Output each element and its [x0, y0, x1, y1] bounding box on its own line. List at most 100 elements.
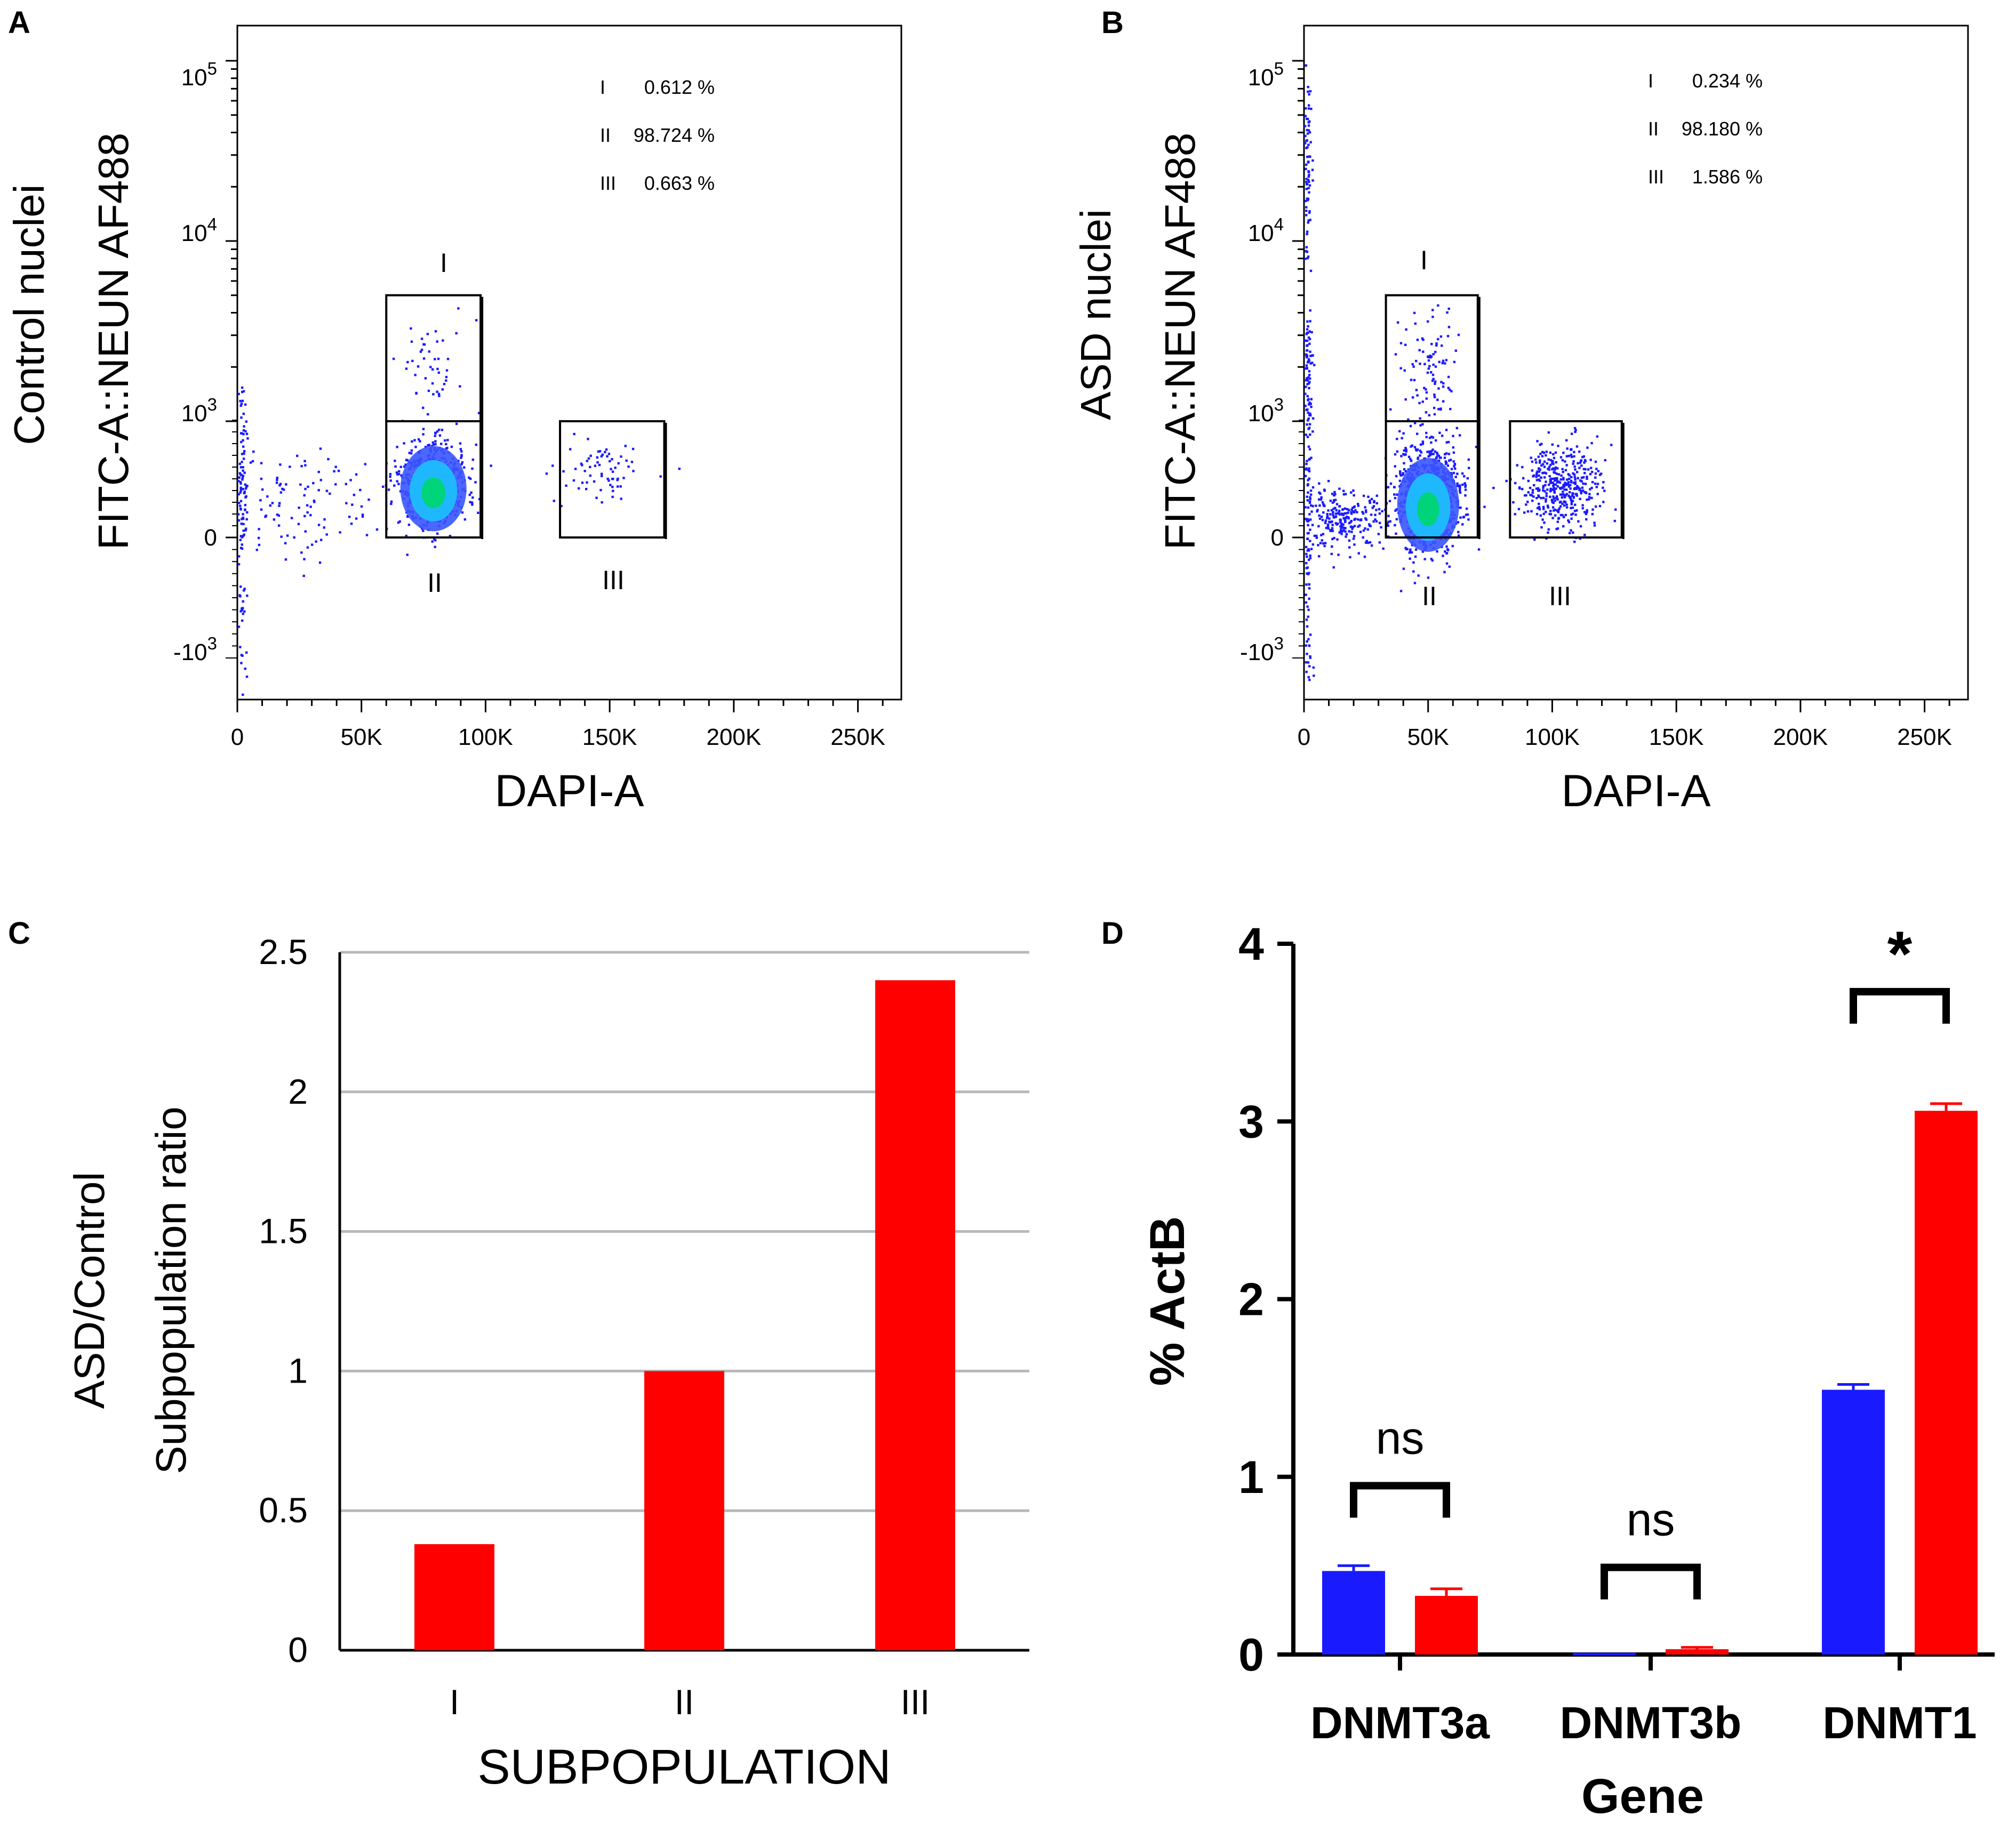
scatter-point	[1330, 520, 1333, 523]
scatter-point	[406, 360, 409, 364]
scatter-point	[361, 515, 364, 518]
scatter-point	[1378, 521, 1381, 524]
scatter-point	[1562, 493, 1565, 496]
scatter-point	[251, 460, 254, 463]
scatter-point	[1570, 517, 1573, 520]
scatter-point	[1572, 531, 1574, 534]
scatter-point	[1554, 483, 1557, 486]
scatter-point	[1372, 505, 1375, 508]
scatter-point	[1304, 506, 1307, 509]
scatter-point	[1602, 486, 1604, 489]
scatter-point	[239, 489, 242, 492]
scatter-point	[1307, 358, 1310, 361]
scatter-point	[1389, 520, 1391, 523]
scatter-point	[1556, 498, 1559, 501]
scatter-point	[1541, 455, 1544, 457]
scatter-point	[600, 475, 603, 477]
scatter-point	[1308, 401, 1311, 404]
scatter-point	[1367, 495, 1370, 498]
gate-label: III	[602, 565, 625, 595]
scatter-point	[1425, 397, 1428, 400]
scatter-point	[1553, 486, 1555, 489]
scatter-point	[1415, 389, 1418, 391]
scatter-point	[1305, 167, 1307, 171]
scatter-point	[1591, 480, 1594, 484]
scatter-point	[1430, 436, 1433, 438]
y-axis-label-sample: Control nuclei	[5, 184, 53, 445]
scatter-point	[1427, 356, 1430, 359]
panel-c-bar-chart: 00.511.522.5I II IIISUBPOPULATIONASD/Contr…	[66, 932, 1029, 1794]
scatter-point	[1419, 449, 1422, 452]
scatter-point	[1348, 530, 1350, 533]
scatter-point	[1543, 465, 1546, 468]
scatter-point	[1596, 493, 1599, 495]
scatter-point	[1554, 477, 1557, 480]
scatter-point	[1583, 459, 1587, 462]
scatter-point	[317, 470, 320, 473]
scatter-point	[1610, 444, 1613, 446]
scatter-point	[242, 600, 244, 603]
scatter-point	[304, 487, 307, 491]
y-axis-ticks	[226, 60, 237, 658]
scatter-point	[1353, 535, 1356, 537]
scatter-point	[1307, 197, 1310, 200]
y-axis-label: FITC-A::NEUN AF488	[90, 133, 137, 550]
scatter-point	[284, 542, 287, 544]
scatter-point	[1572, 462, 1574, 465]
scatter-point	[1354, 509, 1357, 512]
scatter-point	[240, 416, 243, 419]
scatter-point	[239, 482, 242, 485]
scatter-point	[1404, 470, 1407, 473]
scatter-point	[1370, 544, 1373, 547]
scatter-point	[237, 392, 240, 396]
scatter-point	[1517, 508, 1521, 510]
scatter-point	[242, 412, 245, 415]
scatter-point	[1340, 524, 1343, 526]
scatter-point	[1530, 510, 1533, 513]
scatter-point	[241, 518, 243, 520]
scatter-point	[1594, 472, 1597, 475]
scatter-point	[1454, 467, 1457, 470]
scatter-point	[1574, 503, 1577, 506]
scatter-point	[1569, 484, 1572, 487]
scatter-point	[1568, 477, 1571, 480]
scatter-point	[1349, 521, 1352, 524]
scatter-point	[446, 447, 449, 449]
scatter-point	[1590, 496, 1593, 500]
scatter-point	[1549, 487, 1552, 491]
scatter-point	[1316, 510, 1318, 513]
scatter-point	[1419, 363, 1421, 365]
scatter-point	[1306, 132, 1309, 135]
scatter-point	[1439, 456, 1442, 459]
scatter-point	[581, 464, 583, 467]
scatter-point	[1431, 316, 1434, 318]
scatter-point	[242, 390, 245, 393]
scatter-point	[395, 471, 398, 474]
scatter-point	[1306, 555, 1308, 558]
scatter-point	[1306, 230, 1309, 233]
scatter-point	[459, 448, 462, 451]
scatter-point	[1315, 504, 1317, 507]
bar-iii	[875, 980, 955, 1650]
panel-letter-d: D	[1101, 916, 1124, 951]
significance-bracket	[1850, 987, 1950, 1024]
scatter-point	[1307, 428, 1310, 430]
scatter-point	[1396, 493, 1398, 496]
scatter-point	[309, 505, 312, 508]
scatter-point	[1456, 472, 1459, 475]
scatter-point	[1537, 455, 1540, 458]
scatter-point	[1542, 505, 1545, 509]
scatter-point	[1305, 178, 1308, 180]
bar-control-dnmt1	[1822, 1390, 1885, 1655]
scatter-point	[1551, 488, 1554, 491]
scatter-point	[1346, 508, 1349, 511]
scatter-point	[1374, 518, 1377, 521]
scatter-point	[1552, 501, 1555, 504]
scatter-point	[1582, 476, 1585, 479]
significance-label: *	[1887, 918, 1913, 990]
scatter-point	[1309, 656, 1311, 659]
legend-gate: III	[600, 172, 616, 194]
scatter-point	[1563, 496, 1566, 499]
scatter-point	[1437, 304, 1439, 307]
scatter-point	[600, 455, 603, 458]
